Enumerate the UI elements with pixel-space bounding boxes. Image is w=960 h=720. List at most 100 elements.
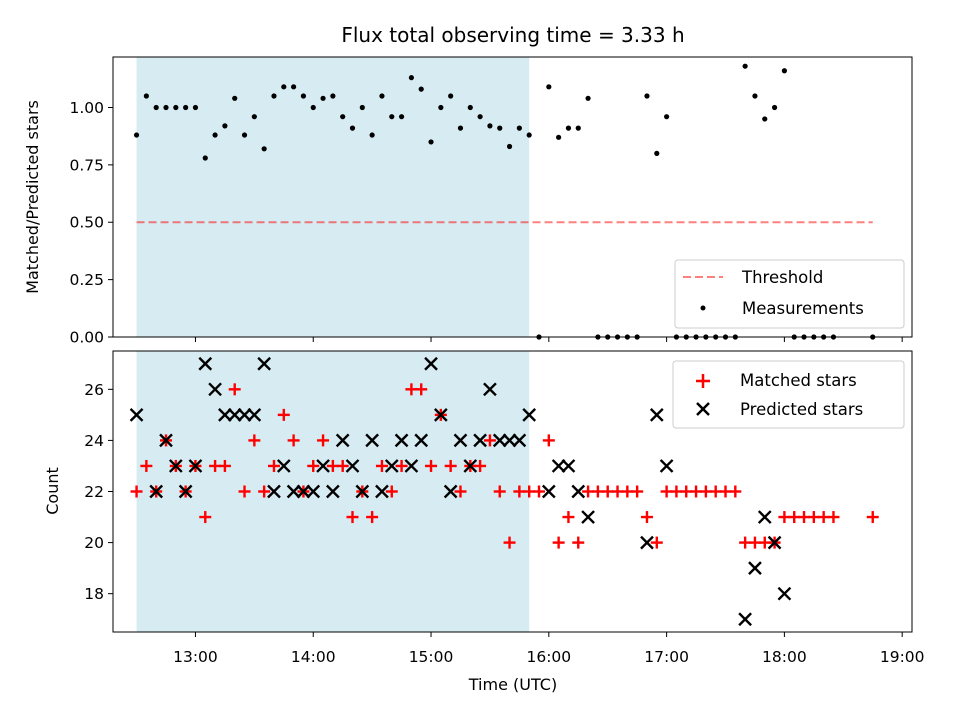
top-y-tick-label: 0.50 [69,214,104,232]
top-axes-frame [112,56,913,338]
measurement-point [222,123,228,129]
bottom-x-tick-label: 17:00 [644,648,689,666]
predicted-star-point [541,484,556,499]
bottom-y-tick-label: 22 [84,483,104,501]
measurement-point [546,84,552,90]
predicted-star-point [237,408,252,422]
legend-matched-label: Matched stars [740,371,857,390]
matched-star-point [267,459,280,472]
predicted-star-point [267,484,281,499]
bottom-x-tick-label: 13:00 [173,648,218,666]
predicted-star-point [748,561,762,575]
matched-star-point [650,536,663,549]
legend-measurements-swatch [700,305,706,311]
matched-star-point [375,459,388,472]
top-y-tick-label: 0.75 [69,156,104,174]
predicted-star-point [757,510,772,524]
measurement-point [742,63,748,69]
measurement-point [330,93,336,99]
predicted-star-point [384,459,399,473]
predicted-star-point [571,484,586,499]
bottom-x-tick-label: 19:00 [880,648,925,666]
measurement-point [526,132,532,138]
predicted-star-point [159,433,173,448]
predicted-star-point [296,484,311,499]
top-shaded-span [136,57,530,337]
matched-star-point [317,434,330,447]
matched-star-point [415,383,428,396]
predicted-star-point [659,459,674,473]
measurement-point [340,114,346,120]
predicted-star-point [502,433,517,448]
predicted-star-point [168,459,183,473]
predicted-star-point [335,433,350,448]
bottom-x-tick-label: 14:00 [291,648,336,666]
predicted-star-point [149,484,164,499]
matched-star-point [307,459,320,472]
predicted-star-point [316,459,330,473]
matched-star-point [552,536,565,549]
predicted-star-point [227,408,242,422]
measurement-point [320,95,326,101]
predicted-star-point [767,535,782,550]
bottom-y-tick-label: 18 [84,585,104,603]
bottom-y-tick-label: 26 [84,381,104,399]
measurement-point [173,104,179,111]
matched-star-point [238,485,251,498]
bottom-y-tick-label: 20 [84,534,104,552]
matched-star-point [395,459,408,472]
matched-star-point [483,434,496,447]
predicted-star-point [355,484,370,499]
measurement-point [418,86,424,92]
legend-threshold-label: Threshold [741,268,823,287]
matched-star-point [542,434,555,447]
measurement-point [477,114,483,120]
predicted-star-point [414,433,429,448]
measurement-point [771,104,778,111]
matched-star-point [277,408,290,421]
matched-star-point [258,485,271,498]
predicted-star-point [257,356,272,371]
predicted-stars-points [129,356,792,627]
matched-star-point [287,434,300,447]
measurement-point [379,93,385,99]
measurement-point [497,125,503,131]
measurement-point [428,139,434,145]
matched-star-point [631,485,644,498]
predicted-star-point [512,433,527,448]
matched-star-point [533,485,546,498]
bottom-legend: Matched stars Predicted stars [672,360,905,429]
measurement-point [467,104,473,111]
predicted-star-point [551,459,566,473]
predicted-star-point [247,408,262,422]
measurement-point [398,114,405,120]
measurement-point [389,114,395,120]
matched-star-point [385,485,398,498]
measurement-point [457,125,464,131]
matched-star-point [346,511,359,524]
bottom-axes: 18 20 22 24 26 13:00 14:00 15:00 16:00 17:00 18:0… [43,350,925,694]
matched-star-point [248,434,261,447]
matched-star-point [729,485,742,498]
predicted-star-point [365,433,379,448]
matched-star-point [454,485,467,498]
top-y-axis-label: Matched/Predicted stars [23,100,42,294]
measurement-point [556,134,562,140]
predicted-star-point [306,484,321,499]
x-axis-label: Time (UTC) [468,675,557,694]
legend-predicted-label: Predicted stars [740,400,863,419]
matched-star-point [572,536,585,549]
measurement-point [261,146,267,152]
predicted-star-point [218,408,232,422]
bottom-y-ticks: 18 20 22 24 26 [84,381,113,603]
matched-star-point [228,383,241,396]
predicted-star-point [649,408,664,422]
matched-star-point [130,485,143,498]
matched-star-point [366,511,379,524]
legend-matched-swatch [696,374,710,388]
predicted-star-point [286,484,301,499]
bottom-legend-box [672,360,905,429]
matched-star-point [866,511,879,524]
bottom-y-axis-label: Count [43,467,62,515]
